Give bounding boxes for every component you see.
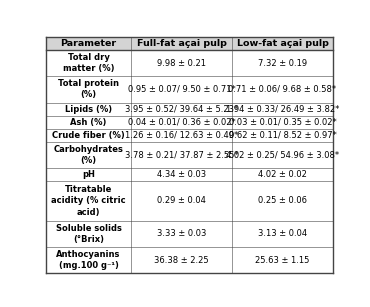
Text: 3.95 ± 0.52/ 39.64 ± 5.23*: 3.95 ± 0.52/ 39.64 ± 5.23* xyxy=(125,105,238,114)
Text: 4.02 ± 0.25/ 54.96 ± 3.08*: 4.02 ± 0.25/ 54.96 ± 3.08* xyxy=(226,150,339,160)
Text: Full-fat açai pulp: Full-fat açai pulp xyxy=(137,39,226,48)
Text: Carbohydrates
(%): Carbohydrates (%) xyxy=(54,145,124,165)
Text: 0.62 ± 0.11/ 8.52 ± 0.97*: 0.62 ± 0.11/ 8.52 ± 0.97* xyxy=(229,131,336,140)
Text: 0.25 ± 0.06: 0.25 ± 0.06 xyxy=(258,196,307,205)
Text: 7.32 ± 0.19: 7.32 ± 0.19 xyxy=(258,59,307,68)
Text: 4.02 ± 0.02: 4.02 ± 0.02 xyxy=(258,170,307,179)
Text: 0.04 ± 0.01/ 0.36 ± 0.02*: 0.04 ± 0.01/ 0.36 ± 0.02* xyxy=(128,118,235,127)
Text: 25.63 ± 1.15: 25.63 ± 1.15 xyxy=(255,256,310,265)
Text: 1.26 ± 0.16/ 12.63 ± 0.49*: 1.26 ± 0.16/ 12.63 ± 0.49* xyxy=(125,131,238,140)
Text: Total protein
(%): Total protein (%) xyxy=(58,79,119,99)
Text: 0.95 ± 0.07/ 9.50 ± 0.71*: 0.95 ± 0.07/ 9.50 ± 0.71* xyxy=(128,85,235,94)
Text: Parameter: Parameter xyxy=(60,39,117,48)
Text: Crude fiber (%): Crude fiber (%) xyxy=(52,131,125,140)
Text: 0.29 ± 0.04: 0.29 ± 0.04 xyxy=(157,196,206,205)
Text: 3.78 ± 0.21/ 37.87 ± 2.55*: 3.78 ± 0.21/ 37.87 ± 2.55* xyxy=(125,150,238,160)
Text: Anthocyanins
(mg.100 g⁻¹): Anthocyanins (mg.100 g⁻¹) xyxy=(56,250,121,270)
Text: 3.33 ± 0.03: 3.33 ± 0.03 xyxy=(157,229,206,238)
Text: 36.38 ± 2.25: 36.38 ± 2.25 xyxy=(154,256,209,265)
Text: Titratable
acidity (% citric
acid): Titratable acidity (% citric acid) xyxy=(51,185,126,217)
Text: Total dry
matter (%): Total dry matter (%) xyxy=(63,53,114,73)
Text: Soluble solids
(°Brix): Soluble solids (°Brix) xyxy=(56,224,121,244)
Text: 4.34 ± 0.03: 4.34 ± 0.03 xyxy=(157,170,206,179)
Text: 9.98 ± 0.21: 9.98 ± 0.21 xyxy=(157,59,206,68)
Bar xyxy=(46,37,333,50)
Text: 0.03 ± 0.01/ 0.35 ± 0.02*: 0.03 ± 0.01/ 0.35 ± 0.02* xyxy=(229,118,336,127)
Text: pH: pH xyxy=(82,170,95,179)
Text: 0.71 ± 0.06/ 9.68 ± 0.58*: 0.71 ± 0.06/ 9.68 ± 0.58* xyxy=(228,85,337,94)
Text: 1.94 ± 0.33/ 26.49 ± 3.82*: 1.94 ± 0.33/ 26.49 ± 3.82* xyxy=(226,105,339,114)
Text: Ash (%): Ash (%) xyxy=(70,118,107,127)
Text: 3.13 ± 0.04: 3.13 ± 0.04 xyxy=(258,229,307,238)
Text: Low-fat açai pulp: Low-fat açai pulp xyxy=(236,39,329,48)
Text: Lipids (%): Lipids (%) xyxy=(65,105,112,114)
